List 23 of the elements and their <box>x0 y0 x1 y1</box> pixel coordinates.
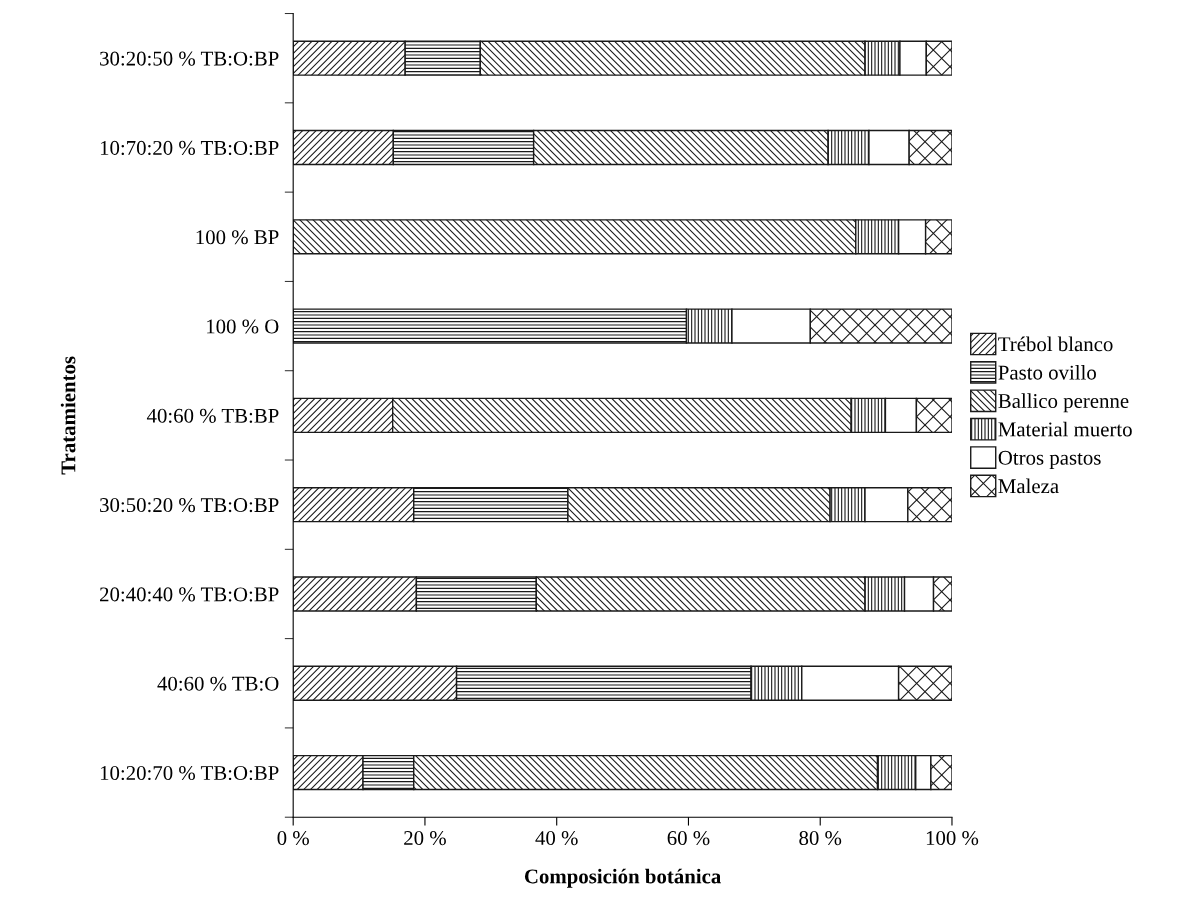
y-tick-label: 20:40:40 % TB:O:BP <box>100 587 279 602</box>
y-tick-label: 10:20:70 % TB:O:BP <box>100 765 279 781</box>
legend-label: Material muerto <box>998 421 1132 437</box>
legend-label: Trébol blanco <box>998 336 1113 352</box>
y-tick-label: 10:70:20 % TB:O:BP <box>100 140 279 156</box>
x-tick-label: 80 % <box>799 831 842 846</box>
x-axis-title: Composición botánica <box>524 868 721 888</box>
y-tick-label: 100 % BP <box>196 230 279 245</box>
y-tick-label: 40:60 % TB:BP <box>146 408 279 423</box>
legend-label: Otros pastos <box>998 450 1101 470</box>
y-tick-label: 30:50:20 % TB:O:BP <box>100 498 279 513</box>
legend-label: Pasto ovillo <box>998 364 1096 380</box>
x-tick-label: 0 % <box>277 831 309 846</box>
x-tick-label: 20 % <box>404 831 446 846</box>
legend-label: Ballico perenne <box>998 393 1129 413</box>
y-tick-label: 100 % O <box>207 319 279 334</box>
x-tick-label: 60 % <box>667 831 710 846</box>
x-tick-label: 100 % <box>926 831 979 846</box>
y-tick-label: 30:20:50 % TB:O:BP <box>100 51 279 66</box>
legend-label: Maleza <box>998 478 1059 494</box>
x-tick-label: 40 % <box>535 831 578 846</box>
y-tick-label: 40:60 % TB:O <box>157 676 279 691</box>
y-axis-title: Tratamientos <box>60 356 76 475</box>
